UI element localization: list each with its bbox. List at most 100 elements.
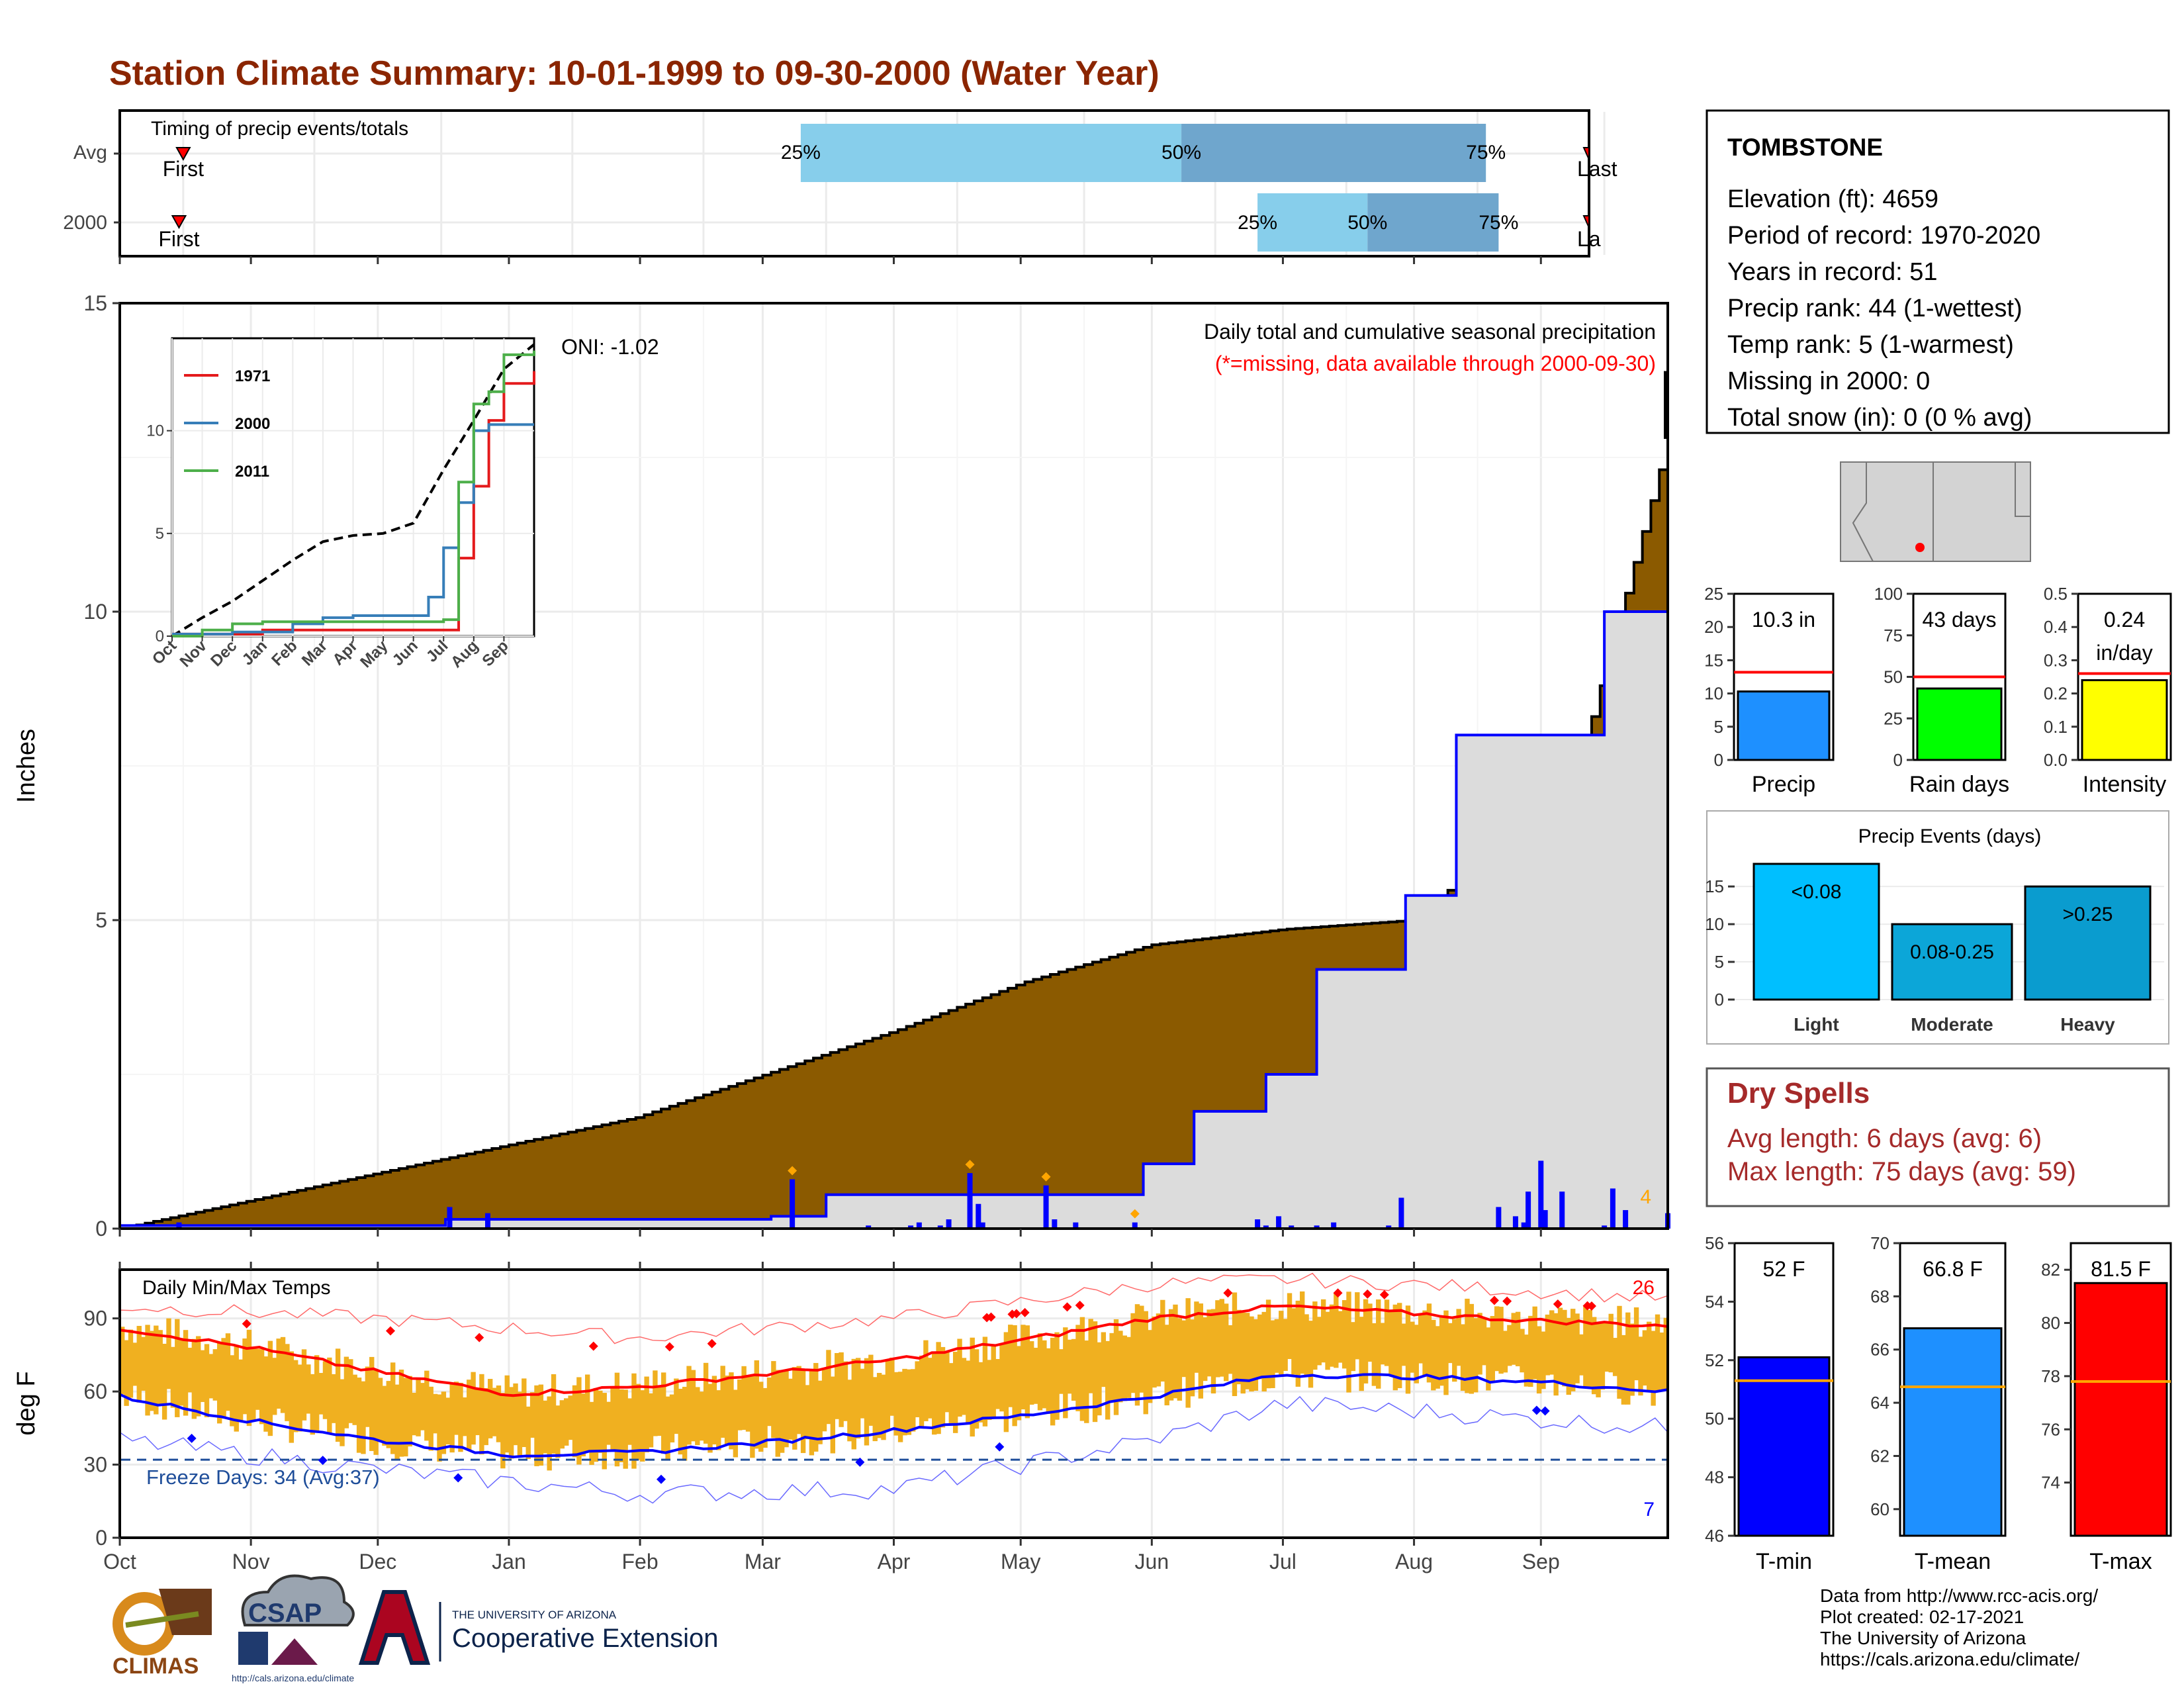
daily-temp-bar <box>496 1385 502 1442</box>
daily-temp-bar <box>741 1366 747 1430</box>
timing-q75-label: 75% <box>1479 212 1518 234</box>
daily-temp-bar <box>1012 1325 1017 1427</box>
daily-temp-bar <box>1621 1335 1627 1405</box>
station-info-line: Missing in 2000: 0 <box>1727 367 1930 395</box>
record-high-marker <box>986 1312 996 1322</box>
daily-temp-bar <box>927 1358 933 1419</box>
daily-temp-bar <box>1037 1333 1043 1411</box>
record-high-marker <box>1075 1300 1085 1310</box>
daily-temp-bar <box>437 1394 442 1462</box>
year-cumulative-line <box>120 593 1669 1227</box>
daily-precip-bar <box>866 1225 872 1229</box>
daily-temp-bar <box>564 1398 569 1446</box>
record-low-count: 7 <box>1643 1499 1655 1521</box>
inset-legend: 1971 2000 2011 <box>184 367 270 481</box>
daily-temp-bar <box>982 1336 988 1427</box>
events-bar-label: >0.25 <box>2063 904 2113 925</box>
first-event-marker <box>171 215 187 230</box>
record-high-marker <box>588 1341 598 1351</box>
credit-line-3: The University of Arizona <box>1820 1628 2026 1648</box>
daily-precip-bar <box>946 1219 952 1229</box>
daily-temp-bar <box>855 1358 861 1439</box>
daily-temp-bar <box>944 1351 950 1413</box>
daily-temp-bar <box>754 1360 759 1449</box>
station-info-line: Total snow (in): 0 (0 % avg) <box>1727 404 2032 432</box>
daily-temp-bar <box>800 1368 806 1454</box>
daily-temp-bar <box>1101 1332 1107 1387</box>
record-min-line <box>119 1395 1668 1504</box>
events-bar-heavy <box>2024 885 2152 1001</box>
daily-temp-bar <box>1638 1336 1643 1396</box>
daily-temp-bar <box>462 1397 468 1436</box>
daily-temp-bar <box>1223 1303 1229 1382</box>
daily-temp-bar <box>1279 1311 1284 1375</box>
daily-precip-bar <box>1276 1216 1282 1229</box>
daily-temp-bar <box>335 1348 341 1442</box>
daily-temp-bar <box>1033 1347 1038 1404</box>
events-bar-light <box>1752 863 1880 1001</box>
ua-logo-top-text: THE UNIVERSITY OF ARIZONA <box>452 1609 617 1621</box>
record-low-marker <box>1540 1406 1550 1416</box>
daily-temp-bar <box>251 1348 256 1421</box>
daily-temp-bar <box>729 1372 734 1450</box>
record-high-marker <box>1062 1302 1072 1312</box>
daily-temp-bar <box>1084 1340 1089 1423</box>
daily-temp-bar <box>1156 1313 1161 1387</box>
daily-temp-bar <box>267 1340 273 1436</box>
daily-temp-bar <box>1253 1319 1259 1391</box>
daily-temp-bar <box>1515 1311 1521 1366</box>
logos: CLIMAS CSAP http://cals.arizona.edu/clim… <box>113 1574 718 1683</box>
daily-temp-bar <box>449 1384 455 1453</box>
daily-temp-bar <box>568 1395 573 1440</box>
record-high-marker <box>242 1319 251 1329</box>
temp-y-tick-label: 0 <box>95 1526 107 1550</box>
daily-temp-bar <box>1578 1334 1584 1376</box>
daily-temp-bar <box>733 1389 739 1458</box>
daily-temp-bar <box>915 1361 920 1417</box>
daily-temp-bar <box>1633 1307 1639 1381</box>
daily-temp-bar <box>589 1401 594 1465</box>
daily-temp-bar <box>784 1371 789 1448</box>
year-cumulative-area <box>120 593 1668 1229</box>
daily-temp-bar <box>1338 1311 1343 1363</box>
daily-temp-bar <box>1143 1311 1148 1415</box>
credit-line-2: Plot created: 02-17-2021 <box>1820 1607 2024 1627</box>
daily-temp-bar <box>821 1368 827 1432</box>
daily-precip-bar <box>1602 1225 1608 1229</box>
daily-temp-bar <box>771 1361 776 1438</box>
events-content: 0 5 10 15 <0.08 Light 0.08-0.25 Moderate >0.25 He… <box>1705 863 2164 1035</box>
daily-temp-bar <box>1426 1303 1432 1383</box>
daily-temp-bar <box>479 1374 484 1455</box>
daily-precip-bar <box>979 1222 985 1229</box>
daily-temp-bar <box>1021 1325 1026 1410</box>
daily-temp-bar <box>864 1358 870 1446</box>
daily-temp-bar <box>543 1400 548 1454</box>
temp-summary-y-tick-label: 76 <box>2041 1419 2060 1439</box>
daily-temp-bar <box>1308 1321 1314 1388</box>
daily-temp-bar <box>648 1393 654 1448</box>
events-y-tick-label: 5 <box>1715 952 1724 972</box>
daily-temp-bar <box>1625 1312 1631 1405</box>
events-bar-label: 0.08-0.25 <box>1910 941 1994 963</box>
daily-temp-bar <box>1122 1335 1127 1401</box>
daily-temp-bar <box>1329 1304 1335 1367</box>
daily-temp-bar <box>974 1349 979 1429</box>
daily-temp-bar <box>724 1376 730 1445</box>
daily-temp-bar <box>1312 1301 1318 1370</box>
daily-precip-bar <box>1538 1160 1544 1229</box>
daily-precip-bar <box>1496 1207 1502 1229</box>
record-high-marker <box>1553 1299 1563 1309</box>
events-y-tick-label: 0 <box>1715 990 1724 1009</box>
daily-temp-bar <box>1566 1317 1572 1395</box>
month-label: Feb <box>621 1550 658 1573</box>
daily-temp-bar <box>1456 1309 1461 1366</box>
daily-temp-bar <box>999 1344 1005 1412</box>
daily-temp-bar <box>703 1362 709 1444</box>
csap-logo-block <box>238 1632 268 1665</box>
daily-temp-bar <box>653 1370 658 1436</box>
daily-temp-bar <box>513 1383 518 1446</box>
temp-content <box>119 1272 1668 1504</box>
inset-line-avg <box>171 343 535 637</box>
climas-logo-stroke <box>125 1611 199 1628</box>
